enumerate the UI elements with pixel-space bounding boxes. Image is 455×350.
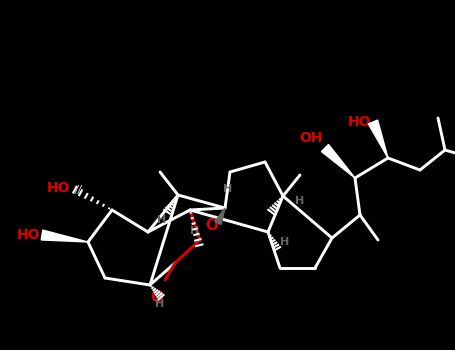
Text: HO: HO bbox=[16, 228, 40, 242]
Text: H: H bbox=[223, 184, 233, 194]
Text: HO: HO bbox=[46, 181, 70, 195]
Text: H: H bbox=[190, 226, 200, 236]
Text: H: H bbox=[280, 237, 289, 247]
Polygon shape bbox=[322, 145, 355, 178]
Text: /: / bbox=[75, 185, 78, 195]
Polygon shape bbox=[215, 208, 225, 224]
Polygon shape bbox=[41, 230, 88, 242]
Text: /: / bbox=[78, 185, 81, 195]
Text: O: O bbox=[205, 218, 218, 233]
Text: OH: OH bbox=[299, 131, 323, 145]
Text: HO: HO bbox=[348, 115, 371, 129]
Text: O: O bbox=[151, 290, 163, 305]
Text: H: H bbox=[157, 215, 167, 225]
Text: H: H bbox=[295, 196, 304, 206]
Text: H: H bbox=[155, 299, 165, 309]
Polygon shape bbox=[369, 120, 388, 158]
Text: ": " bbox=[45, 232, 50, 242]
